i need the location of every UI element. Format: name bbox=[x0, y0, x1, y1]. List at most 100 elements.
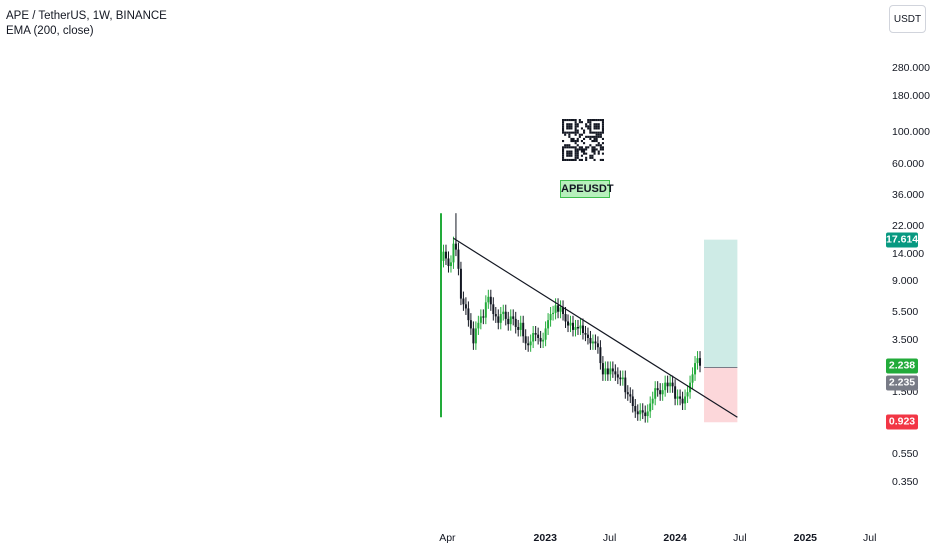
qr-module bbox=[570, 158, 573, 161]
qr-module bbox=[576, 137, 579, 140]
price-tick-label: 100.000 bbox=[892, 126, 930, 139]
qr-module bbox=[580, 133, 583, 136]
qr-module bbox=[591, 140, 594, 143]
qr-module bbox=[574, 142, 577, 145]
qr-module bbox=[576, 154, 579, 157]
candle-body bbox=[594, 341, 597, 344]
candle-body bbox=[659, 390, 662, 395]
qr-module bbox=[564, 146, 567, 149]
candle-body bbox=[519, 322, 522, 330]
qr-module bbox=[570, 123, 573, 126]
price-axis[interactable]: 280.000 180.000 100.000 60.000 36.000 22.000 1… bbox=[882, 0, 932, 550]
qr-module bbox=[570, 131, 573, 134]
qr-module bbox=[585, 146, 588, 149]
candle-body bbox=[487, 296, 490, 303]
qr-module bbox=[574, 154, 577, 157]
time-tick-label: Apr bbox=[439, 532, 456, 544]
qr-module bbox=[595, 125, 598, 128]
qr-module bbox=[574, 129, 577, 132]
trendline[interactable] bbox=[453, 237, 738, 418]
qr-module bbox=[597, 127, 600, 130]
qr-module bbox=[589, 127, 592, 130]
qr-module bbox=[576, 148, 579, 151]
qr-module bbox=[568, 152, 571, 155]
qr-module bbox=[589, 144, 592, 147]
price-tick-label: 36.000 bbox=[892, 189, 925, 202]
qr-module bbox=[566, 119, 569, 122]
qr-module bbox=[599, 158, 602, 161]
qr-module bbox=[601, 148, 604, 151]
qr-module bbox=[593, 119, 596, 122]
qr-module bbox=[566, 158, 569, 161]
symbol-title[interactable]: APE / TetherUS, 1W, BINANCE bbox=[6, 10, 167, 22]
qr-module bbox=[574, 123, 577, 126]
qr-module bbox=[601, 142, 604, 145]
qr-module bbox=[593, 123, 596, 126]
candle-body bbox=[691, 374, 694, 383]
qr-module bbox=[562, 121, 565, 124]
qr-module bbox=[585, 148, 588, 151]
qr-module bbox=[601, 123, 604, 126]
qr-module bbox=[574, 127, 577, 130]
qr-module bbox=[562, 152, 565, 155]
time-tick-label: 2023 bbox=[533, 532, 557, 544]
qr-module bbox=[562, 148, 565, 151]
qr-module bbox=[580, 154, 583, 157]
qr-module bbox=[562, 156, 565, 159]
candle-body bbox=[611, 368, 614, 372]
qr-module bbox=[601, 129, 604, 132]
qr-module bbox=[585, 156, 588, 159]
candle-body bbox=[654, 388, 657, 399]
qr-module bbox=[599, 135, 602, 138]
ema-indicator-label[interactable]: EMA (200, close) bbox=[6, 25, 94, 37]
candle-body bbox=[591, 341, 594, 344]
qr-module bbox=[564, 158, 567, 161]
long-position-tool[interactable] bbox=[704, 239, 738, 423]
time-axis[interactable]: Apr 2023 Jul 2024 Jul 2025 Jul bbox=[0, 528, 880, 548]
qr-module bbox=[562, 154, 565, 157]
candle-body bbox=[671, 382, 674, 387]
candle-body bbox=[562, 307, 565, 315]
qr-module bbox=[580, 121, 583, 124]
qr-module bbox=[570, 137, 573, 140]
chart-legend: APE / TetherUS, 1W, BINANCE EMA (200, cl… bbox=[6, 9, 167, 39]
qr-module bbox=[580, 127, 583, 130]
qr-module bbox=[566, 154, 569, 157]
qr-module bbox=[597, 144, 600, 147]
candle-body bbox=[482, 316, 485, 318]
candle-body bbox=[676, 396, 679, 399]
qr-module bbox=[562, 119, 565, 122]
candle-body bbox=[646, 411, 649, 417]
qr-module bbox=[576, 144, 579, 147]
candle-body bbox=[684, 396, 687, 404]
qr-module bbox=[564, 131, 567, 134]
qr-module bbox=[591, 135, 594, 138]
qr-module bbox=[568, 135, 571, 138]
qr-module bbox=[566, 144, 569, 147]
qr-module bbox=[574, 133, 577, 136]
candle-body bbox=[669, 382, 672, 387]
qr-module bbox=[562, 140, 565, 143]
qr-module bbox=[601, 137, 604, 140]
candle-body bbox=[517, 326, 520, 330]
price-tick-label: 280.000 bbox=[892, 62, 930, 75]
candle-body bbox=[514, 318, 517, 327]
candle-body bbox=[681, 398, 684, 404]
candle-body bbox=[507, 318, 510, 325]
qr-module bbox=[580, 140, 583, 143]
candle-body bbox=[504, 311, 507, 319]
qr-module bbox=[593, 146, 596, 149]
qr-module bbox=[589, 129, 592, 132]
candle-body bbox=[599, 347, 602, 364]
candle-body bbox=[674, 386, 677, 399]
time-tick-label: Jul bbox=[602, 532, 617, 544]
qr-module bbox=[591, 148, 594, 151]
candle-body bbox=[636, 411, 639, 415]
currency-selector[interactable]: USDT bbox=[889, 5, 926, 33]
candle-body bbox=[532, 333, 535, 342]
qr-module bbox=[599, 133, 602, 136]
target-price-badge: 17.614 bbox=[886, 232, 919, 248]
candle-body bbox=[596, 343, 599, 348]
candle-body bbox=[469, 320, 472, 329]
